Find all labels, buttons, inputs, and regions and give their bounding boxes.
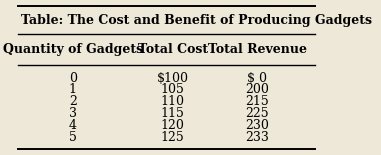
Text: 125: 125: [161, 131, 184, 144]
Text: 115: 115: [161, 107, 185, 120]
Text: 4: 4: [69, 119, 77, 132]
Text: Quantity of Gadgets: Quantity of Gadgets: [3, 43, 143, 56]
Text: 1: 1: [69, 83, 77, 96]
Text: 225: 225: [246, 107, 269, 120]
Text: $100: $100: [157, 72, 189, 85]
Text: Total Cost: Total Cost: [138, 43, 208, 56]
Text: 230: 230: [245, 119, 269, 132]
Text: 3: 3: [69, 107, 77, 120]
Text: 200: 200: [245, 83, 269, 96]
Text: Table: The Cost and Benefit of Producing Gadgets: Table: The Cost and Benefit of Producing…: [21, 14, 372, 27]
Text: $ 0: $ 0: [247, 72, 267, 85]
Text: 120: 120: [161, 119, 185, 132]
Text: 215: 215: [246, 95, 269, 108]
Text: 233: 233: [245, 131, 269, 144]
Text: 110: 110: [161, 95, 185, 108]
Text: 5: 5: [69, 131, 77, 144]
Text: 0: 0: [69, 72, 77, 85]
Text: 105: 105: [161, 83, 185, 96]
Text: Total Revenue: Total Revenue: [208, 43, 307, 56]
Text: 2: 2: [69, 95, 77, 108]
